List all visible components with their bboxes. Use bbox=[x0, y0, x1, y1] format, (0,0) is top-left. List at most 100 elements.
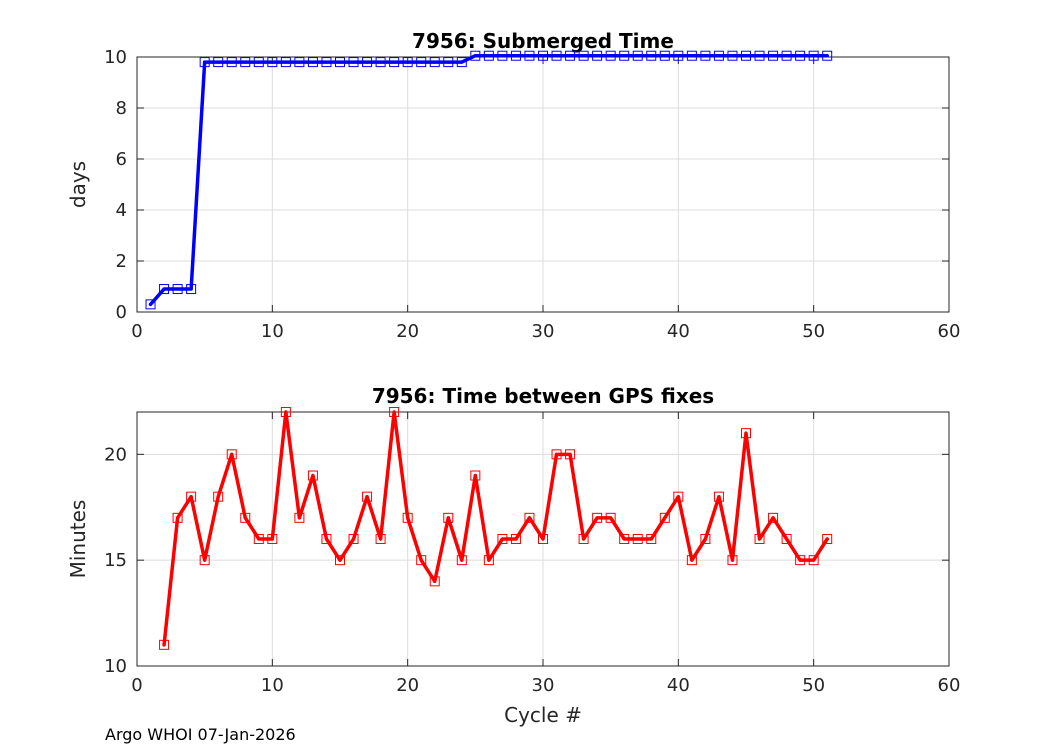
submerged-x-tick-label: 20 bbox=[396, 321, 419, 342]
submerged-data-point-dot bbox=[676, 54, 680, 58]
submerged-data-point bbox=[213, 57, 224, 68]
submerged-data-point-dot bbox=[446, 60, 450, 64]
gps-y-tick-label: 20 bbox=[104, 444, 127, 465]
gps-data-point bbox=[402, 512, 413, 523]
gps-data-point bbox=[578, 534, 589, 544]
gps-data-point-dot bbox=[203, 558, 207, 562]
submerged-data-point-dot bbox=[500, 54, 504, 58]
submerged-data-point bbox=[592, 50, 603, 61]
submerged-data-point bbox=[686, 50, 697, 61]
gps-data-point-dot bbox=[473, 473, 477, 478]
submerged-data-point bbox=[713, 50, 724, 61]
submerged-data-point-dot bbox=[582, 54, 586, 58]
submerged-data-point bbox=[294, 57, 305, 68]
submerged-y-axis-label: days bbox=[66, 161, 90, 208]
gps-data-point-dot bbox=[392, 410, 396, 414]
gps-data-point-dot bbox=[609, 516, 613, 520]
submerged-data-point bbox=[456, 57, 467, 68]
gps-data-point bbox=[375, 534, 386, 544]
submerged-data-point bbox=[822, 50, 833, 61]
gps-data-point bbox=[619, 534, 630, 544]
gps-data-point-dot bbox=[230, 452, 234, 456]
gps-data-point bbox=[632, 534, 643, 544]
submerged-data-point bbox=[443, 57, 454, 68]
gps-data-point bbox=[551, 449, 562, 460]
submerged-data-point-dot bbox=[527, 54, 532, 58]
submerged-x-tick-label: 50 bbox=[802, 321, 825, 342]
gps-data-point-dot bbox=[365, 495, 369, 499]
submerged-data-point bbox=[335, 57, 345, 68]
gps-data-point-dot bbox=[379, 537, 383, 541]
gps-data-point bbox=[470, 470, 481, 481]
gps-y-tick-label: 15 bbox=[104, 550, 127, 571]
submerged-data-point-dot bbox=[176, 287, 180, 291]
submerged-data-point-dot bbox=[622, 54, 626, 58]
gps-data-point bbox=[443, 512, 454, 523]
submerged-data-point bbox=[781, 50, 792, 61]
gps-data-point-dot bbox=[582, 537, 586, 541]
gps-data-point bbox=[483, 555, 494, 566]
gps-data-point-dot bbox=[798, 558, 802, 562]
submerged-x-tick-label: 30 bbox=[532, 321, 555, 342]
submerged-x-tick-label: 40 bbox=[667, 321, 690, 342]
gps-x-tick-label: 60 bbox=[938, 675, 961, 696]
submerged-data-point bbox=[483, 50, 494, 61]
gps-data-point bbox=[389, 407, 400, 417]
gps-data-point bbox=[429, 576, 440, 587]
submerged-data-point-dot bbox=[257, 60, 261, 64]
gps-x-tick-label: 10 bbox=[261, 675, 284, 696]
submerged-data-point-dot bbox=[230, 60, 234, 64]
submerged-data-point bbox=[267, 57, 278, 68]
gps-data-point bbox=[321, 534, 332, 544]
submerged-data-point bbox=[348, 57, 359, 68]
gps-data-point-dot bbox=[785, 537, 789, 541]
gps-data-point-dot bbox=[419, 558, 423, 562]
submerged-y-tick-label: 8 bbox=[116, 98, 127, 119]
submerged-data-point-dot bbox=[798, 54, 802, 58]
submerged-data-point bbox=[673, 50, 684, 61]
gps-data-point-dot bbox=[676, 495, 680, 499]
submerged-data-point bbox=[808, 50, 819, 61]
gps-data-point-dot bbox=[162, 643, 166, 647]
submerged-data-point-dot bbox=[311, 60, 315, 64]
submerged-data-point bbox=[416, 57, 427, 68]
gps-data-point bbox=[294, 512, 305, 523]
submerged-data-point bbox=[145, 299, 156, 310]
submerged-data-point bbox=[795, 50, 806, 61]
submerged-data-point bbox=[619, 50, 630, 61]
gps-data-point-dot bbox=[446, 516, 450, 520]
submerged-data-point bbox=[727, 50, 738, 61]
gps-data-point-dot bbox=[527, 516, 532, 520]
submerged-x-tick-label: 60 bbox=[938, 321, 961, 342]
submerged-data-point bbox=[226, 57, 237, 68]
gps-data-point-dot bbox=[284, 410, 288, 414]
gps-data-point-dot bbox=[243, 516, 247, 520]
submerged-data-point-dot bbox=[609, 54, 613, 58]
submerged-data-point bbox=[551, 50, 562, 61]
gps-data-point-dot bbox=[690, 558, 694, 562]
gps-data-point bbox=[267, 534, 278, 544]
submerged-data-point bbox=[768, 50, 779, 61]
submerged-data-point-dot bbox=[365, 60, 369, 64]
submerged-data-point-dot bbox=[554, 54, 559, 58]
submerged-data-point-dot bbox=[568, 54, 572, 58]
gps-data-point bbox=[673, 491, 684, 502]
gps-data-point-dot bbox=[703, 537, 708, 541]
gps-data-point-dot bbox=[433, 579, 437, 583]
submerged-data-point-dot bbox=[162, 287, 166, 291]
gps-data-point bbox=[822, 534, 833, 544]
gps-data-point bbox=[565, 449, 576, 460]
submerged-y-tick-label: 4 bbox=[116, 200, 127, 221]
submerged-data-point-dot bbox=[338, 60, 342, 64]
gps-data-point-dot bbox=[324, 537, 329, 541]
submerged-data-point bbox=[510, 50, 521, 61]
submerged-data-point-dot bbox=[730, 54, 735, 58]
gps-data-point bbox=[605, 512, 616, 523]
submerged-data-point-dot bbox=[812, 54, 816, 58]
submerged-data-point bbox=[240, 57, 251, 68]
submerged-data-point-dot bbox=[703, 54, 708, 58]
submerged-y-tick-label: 0 bbox=[116, 302, 127, 323]
gps-data-point-dot bbox=[311, 473, 315, 478]
gps-data-point-dot bbox=[771, 516, 775, 520]
submerged-data-point-dot bbox=[473, 54, 477, 58]
